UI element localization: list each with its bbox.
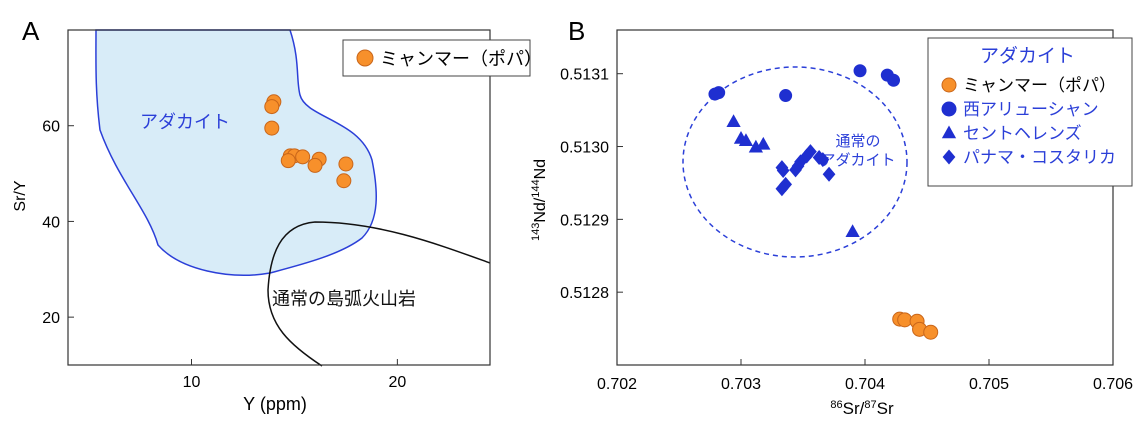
point-a-myanmar [265, 121, 279, 135]
point-b-myanmar [898, 313, 912, 327]
y-tick-label-a: 20 [42, 310, 60, 327]
adakite-region-label-b-line2: アダカイト [820, 152, 895, 169]
legend-a: ミャンマー（ポパ） [343, 40, 542, 76]
adakite-region-a [96, 30, 376, 275]
point-a-myanmar [281, 154, 295, 168]
x-tick-label-a: 10 [183, 374, 201, 391]
legend-a-item-myanmar: ミャンマー（ポパ） [380, 49, 542, 69]
y-tick-label-b: 0.5129 [560, 212, 609, 229]
legend-a-marker-myanmar [357, 50, 373, 66]
x-tick-label-a: 20 [388, 374, 406, 391]
legend-b-item-west-aleutian: 西アリューシャン [963, 100, 1099, 119]
point-a-myanmar [265, 100, 279, 114]
point-b-west-aleutian [709, 88, 721, 100]
legend-b-item-myanmar: ミャンマー（ポパ） [963, 76, 1116, 95]
point-b-myanmar [924, 325, 938, 339]
y-tick-label-b: 0.5131 [560, 67, 609, 84]
point-a-myanmar [337, 174, 351, 188]
panel-b: B 通常の アダカイト 0.702 0.703 0.704 0.705 0.706 0.5… [530, 16, 1133, 418]
y-tick-label-b: 0.5130 [560, 140, 609, 157]
legend-b-title: アダカイト [980, 45, 1075, 67]
legend-b-item-panama-costa-rica: パナマ・コスタリカ [963, 148, 1116, 167]
point-a-myanmar [308, 158, 322, 172]
x-axis-label-a: Y (ppm) [243, 394, 307, 414]
point-a-myanmar [339, 157, 353, 171]
panel-b-label: B [568, 16, 585, 46]
point-b-st-helens [845, 224, 859, 237]
point-a-myanmar [296, 150, 310, 164]
point-b-west-aleutian [854, 65, 866, 77]
panel-a: A アダカイト 通常の島弧火山岩 10 20 20 40 60 Y (ppm) Sr/Y… [12, 16, 542, 414]
legend-b-item-st-helens: セントヘレンズ [963, 124, 1082, 143]
x-tick-label-b: 0.706 [1093, 376, 1133, 393]
y-axis-label-a: Sr/Y [12, 180, 29, 211]
y-tick-label-b: 0.5128 [560, 285, 609, 302]
adakite-region-label-b-line1: 通常の [835, 133, 880, 150]
legend-b-item-myanmar-marker [942, 78, 956, 92]
x-tick-label-b: 0.704 [845, 376, 885, 393]
y-axis-label-b: 143Nd/144Nd [530, 159, 549, 241]
normal-arc-region-label: 通常の島弧火山岩 [272, 289, 416, 309]
point-b-west-aleutian [888, 74, 900, 86]
legend-b-item-west-aleutian-marker [942, 102, 956, 116]
y-tick-label-a: 60 [42, 119, 60, 136]
y-tick-label-a: 40 [42, 214, 60, 231]
panel-b-points [709, 65, 938, 339]
adakite-region-label-a: アダカイト [140, 112, 230, 132]
x-tick-label-b: 0.703 [721, 376, 761, 393]
point-b-st-helens [756, 137, 770, 150]
point-b-west-aleutian [780, 90, 792, 102]
x-tick-label-b: 0.705 [969, 376, 1009, 393]
point-b-st-helens [726, 114, 740, 127]
x-axis-label-b: 86Sr/87Sr [830, 399, 894, 418]
x-tick-label-b: 0.702 [597, 376, 637, 393]
panel-a-label: A [22, 16, 40, 46]
